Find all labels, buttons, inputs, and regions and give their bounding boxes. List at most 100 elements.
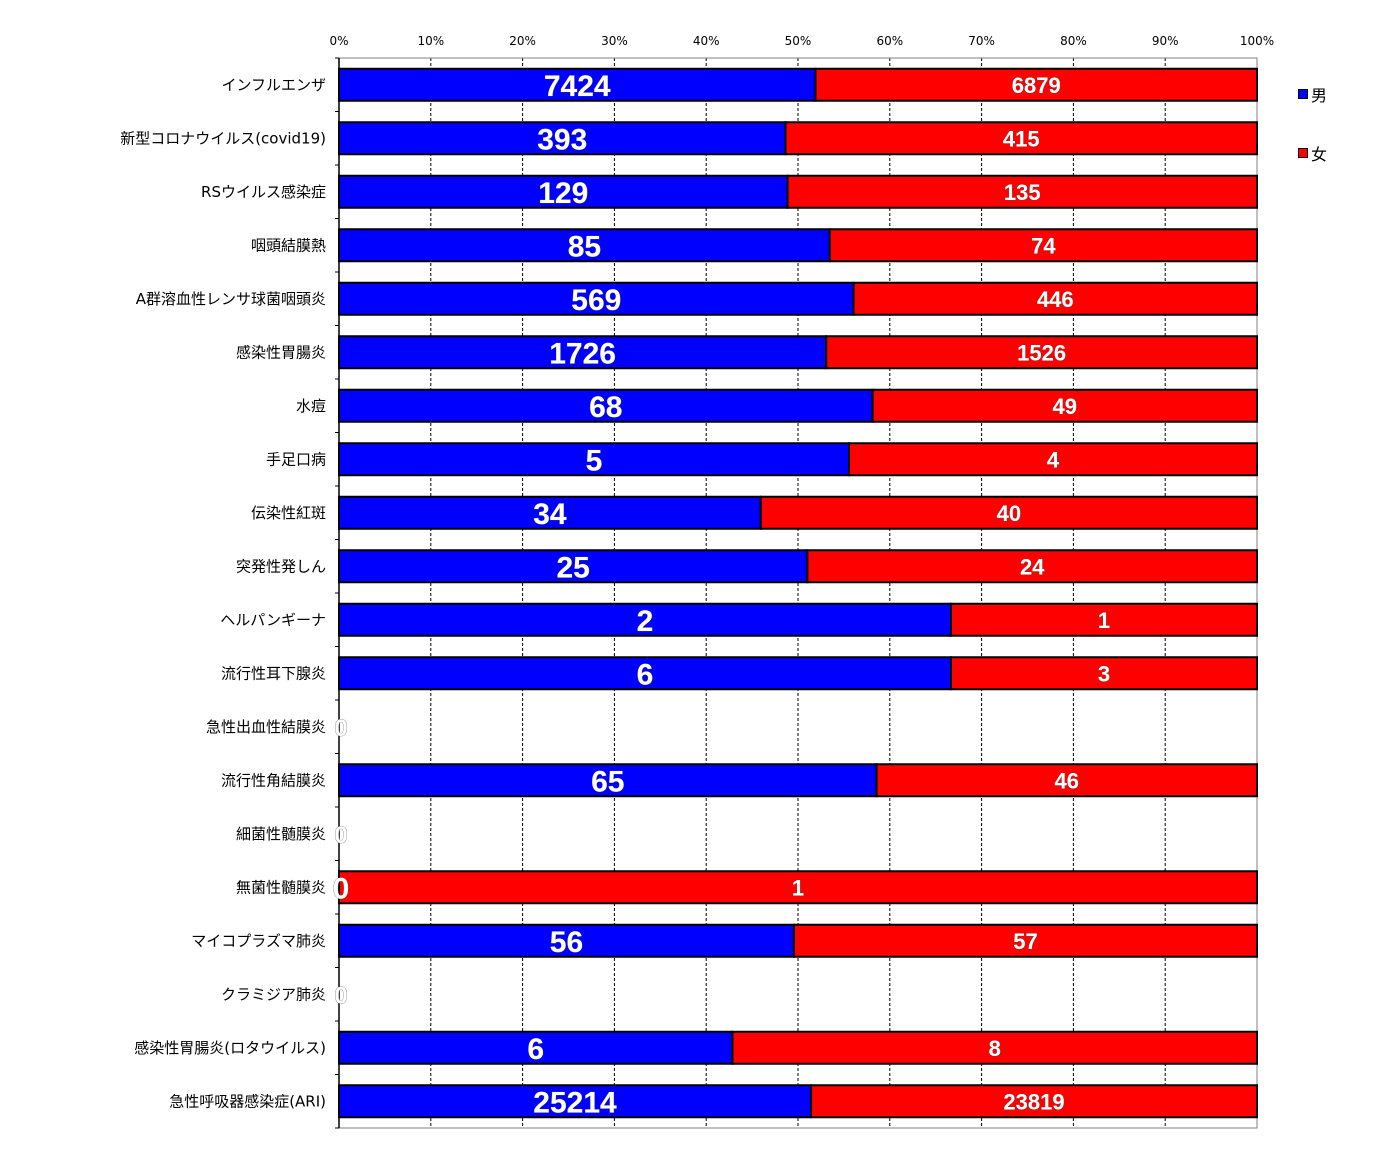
bar-female <box>792 923 1258 958</box>
category-label: 突発性発しん <box>236 557 326 575</box>
x-tick-label: 20% <box>509 34 536 48</box>
legend-item-male: 男 <box>1298 82 1327 106</box>
data-label-male: 2 <box>637 605 654 638</box>
category-label: 伝染性紅斑 <box>251 504 326 522</box>
x-tick-label: 80% <box>1060 34 1087 48</box>
x-tick-label: 0% <box>329 34 348 48</box>
data-label-male: 569 <box>571 284 621 317</box>
data-label-male: 7424 <box>544 70 611 103</box>
data-label-female: 74 <box>1031 233 1056 258</box>
bar-male <box>338 335 828 370</box>
category-label: 水痘 <box>296 397 326 415</box>
data-label-male: 0 <box>333 872 350 905</box>
bar-male <box>338 656 952 691</box>
x-tick-label: 90% <box>1152 34 1179 48</box>
category-label: 細菌性髄膜炎 <box>236 825 326 843</box>
data-label-male: 6 <box>527 1033 544 1066</box>
data-label-male: 5 <box>586 444 603 477</box>
bar-female <box>828 228 1258 263</box>
data-label-male: 129 <box>538 177 588 210</box>
category-label: RSウイルス感染症 <box>201 183 326 201</box>
category-label: 流行性角結膜炎 <box>221 771 326 789</box>
category-label: 感染性胃腸炎(ロタウイルス) <box>134 1039 326 1057</box>
data-label-male: 68 <box>589 391 622 424</box>
category-label: ヘルパンギーナ <box>220 611 326 629</box>
bar-female <box>950 656 1258 691</box>
bar-female <box>731 1030 1258 1065</box>
category-label: 手足口病 <box>266 450 326 468</box>
bar-female <box>825 335 1258 370</box>
bar-female <box>814 67 1258 102</box>
bar-female <box>338 870 1258 905</box>
legend-swatch-female <box>1298 148 1308 158</box>
legend-swatch-male <box>1298 89 1308 99</box>
bar-male <box>338 228 831 263</box>
data-label-female: 46 <box>1055 768 1079 793</box>
data-label-male: 85 <box>568 230 601 263</box>
category-label: マイコプラズマ肺炎 <box>191 932 326 950</box>
bar-female <box>806 549 1259 584</box>
data-label-male: 6 <box>637 658 654 691</box>
category-label: インフルエンザ <box>221 76 326 94</box>
bar-female <box>784 121 1259 156</box>
x-tick-label: 60% <box>876 34 903 48</box>
category-label: 新型コロナウイルス(covid19) <box>120 129 326 147</box>
data-label-female: 1 <box>792 875 804 900</box>
data-label-male: 34 <box>533 498 567 531</box>
bar-male <box>338 923 795 958</box>
data-label-zero: 0 <box>334 822 347 849</box>
bar-male <box>338 495 762 530</box>
bar-male <box>338 67 817 102</box>
bar-female <box>875 763 1258 798</box>
bar-male <box>338 121 787 156</box>
legend-label-female: 女 <box>1311 145 1328 164</box>
x-tick-label: 70% <box>968 34 995 48</box>
data-label-female: 3 <box>1098 661 1110 686</box>
data-label-female: 4 <box>1047 447 1060 472</box>
data-label-male: 393 <box>537 123 587 156</box>
bar-female <box>810 1084 1258 1119</box>
data-label-female: 24 <box>1020 554 1045 579</box>
data-label-female: 57 <box>1013 929 1037 954</box>
data-label-female: 6879 <box>1012 73 1061 98</box>
bar-male <box>338 281 855 316</box>
category-label: 感染性胃腸炎 <box>236 343 326 361</box>
category-label: 急性出血性結膜炎 <box>206 718 326 736</box>
bar-male <box>338 763 878 798</box>
data-label-zero: 0 <box>334 982 347 1009</box>
bar-male <box>338 1084 813 1119</box>
data-label-male: 1726 <box>549 337 616 370</box>
bar-male <box>338 388 874 423</box>
category-label: クラミジア肺炎 <box>221 985 326 1003</box>
category-label: 急性呼吸器感染症(ARI) <box>169 1092 326 1110</box>
data-label-female: 135 <box>1004 180 1041 205</box>
legend-item-female: 女 <box>1298 141 1327 165</box>
data-label-female: 1526 <box>1017 340 1066 365</box>
x-tick-label: 50% <box>785 34 812 48</box>
x-tick-label: 40% <box>693 34 720 48</box>
data-label-male: 56 <box>550 926 583 959</box>
category-label: A群溶血性レンサ球菌咽頭炎 <box>136 290 326 308</box>
legend-label-male: 男 <box>1311 86 1328 105</box>
x-tick-label: 30% <box>601 34 628 48</box>
category-label: 咽頭結膜熱 <box>251 236 326 254</box>
data-label-zero: 0 <box>334 715 347 742</box>
data-label-male: 65 <box>591 765 624 798</box>
data-label-female: 415 <box>1003 126 1040 151</box>
category-label: 無菌性髄膜炎 <box>236 878 326 896</box>
data-label-female: 49 <box>1053 394 1077 419</box>
bar-female <box>871 388 1258 423</box>
data-label-female: 8 <box>989 1036 1001 1061</box>
data-label-male: 25 <box>556 551 589 584</box>
bar-female <box>759 495 1259 530</box>
x-tick-label: 10% <box>417 34 444 48</box>
bar-male <box>338 174 789 209</box>
data-label-female: 40 <box>997 501 1021 526</box>
bar-female <box>786 174 1258 209</box>
data-label-female: 446 <box>1037 287 1074 312</box>
data-label-female: 23819 <box>1003 1089 1064 1114</box>
bar-female <box>950 602 1258 637</box>
bar-female <box>852 281 1259 316</box>
data-label-female: 1 <box>1098 608 1110 633</box>
